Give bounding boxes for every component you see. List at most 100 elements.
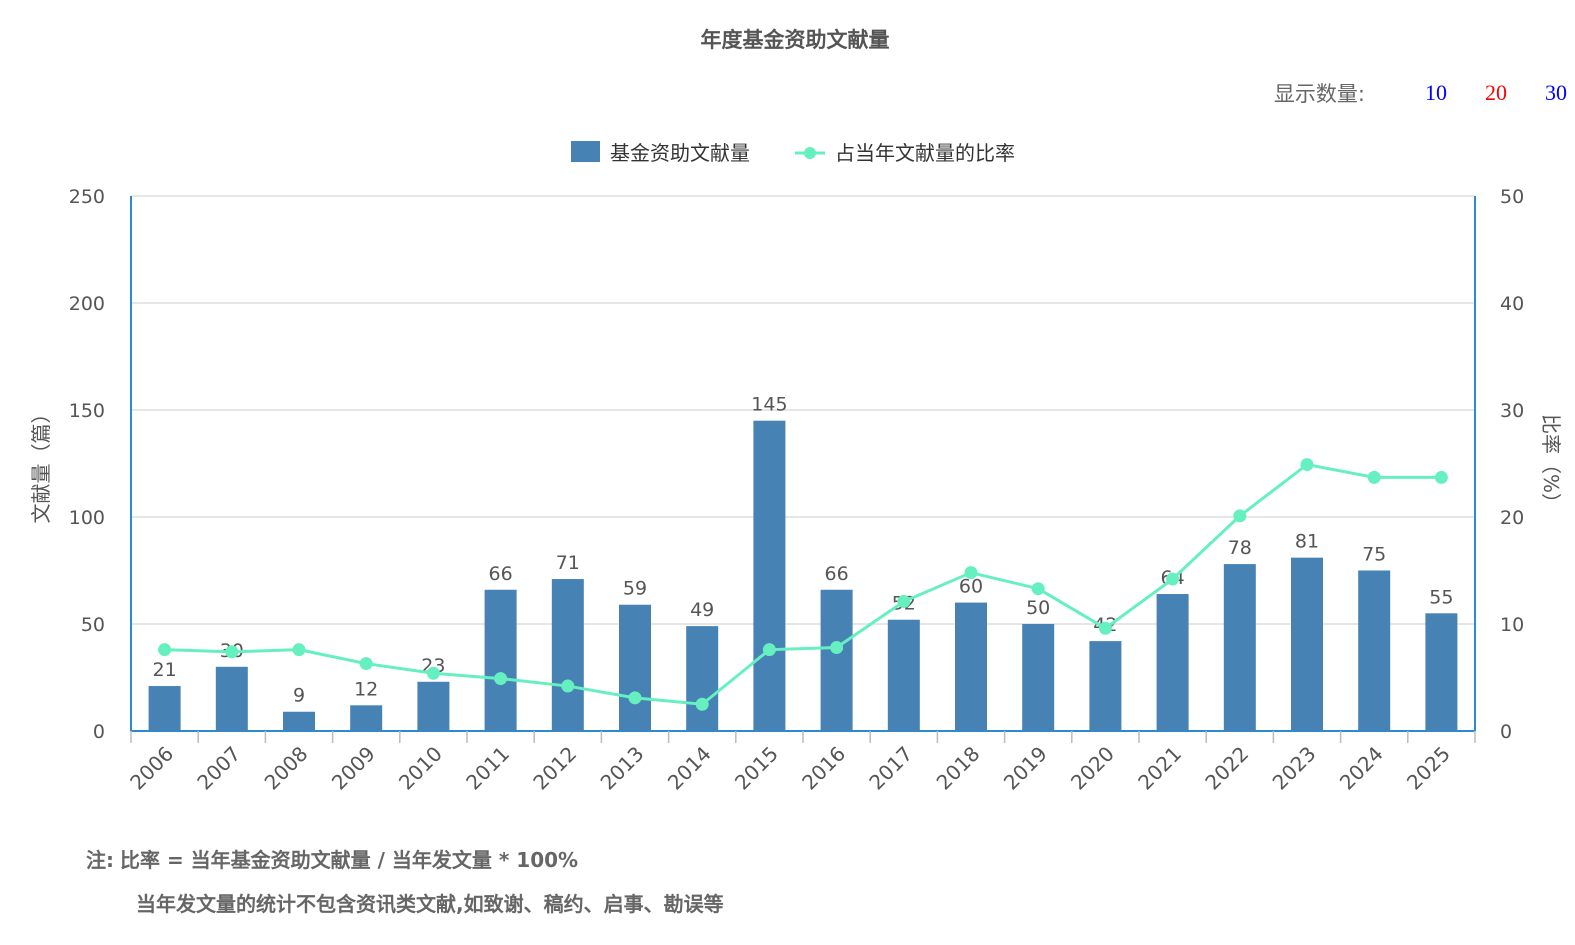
bar-value-label: 55 (1429, 586, 1453, 608)
x-tick-label: 2015 (730, 742, 783, 795)
bar-series (148, 420, 1458, 731)
ratio-point (561, 679, 575, 693)
chart-title: 年度基金资助文献量 (700, 28, 890, 52)
ratio-point (225, 645, 239, 659)
y-tick-right-label: 50 (1500, 186, 1524, 208)
ratio-point (695, 697, 709, 711)
chart-canvas: 基金资助文献量 占当年文献量的比率 2130912236671594914566… (29, 141, 1563, 795)
display-count-option-30[interactable]: 30 (1545, 80, 1567, 105)
ratio-point (1031, 582, 1045, 596)
bar-value-label: 21 (153, 659, 177, 681)
x-tick-label: 2013 (596, 742, 649, 795)
y-tick-left-label: 50 (81, 614, 105, 636)
bar (283, 711, 315, 731)
bar-value-label: 66 (489, 563, 513, 585)
legend-line-marker (804, 147, 816, 159)
x-tick-label: 2022 (1200, 742, 1253, 795)
bar-value-label: 145 (751, 394, 787, 416)
legend-bar-swatch[interactable] (571, 141, 600, 162)
bar-value-label: 81 (1295, 531, 1319, 553)
x-tick-label: 2021 (1133, 742, 1186, 795)
x-tick-label: 2024 (1335, 742, 1388, 795)
footnote: 注: 比率 = 当年基金资助文献量 / 当年发文量 * 100% 当年发文量的统计… (86, 838, 724, 926)
ratio-point (426, 666, 440, 680)
x-tick-label: 2018 (932, 742, 985, 795)
bar-value-label: 66 (825, 563, 849, 585)
bar (1156, 594, 1189, 731)
ratio-point (830, 641, 844, 655)
footnote-formula: 比率 = 当年基金资助文献量 / 当年发文量 * 100% (120, 848, 579, 872)
ratio-point (1166, 572, 1180, 586)
ratio-point (762, 643, 776, 657)
legend: 基金资助文献量 占当年文献量的比率 (571, 141, 1015, 165)
bar (1425, 613, 1458, 731)
bar (1291, 557, 1323, 731)
y-tick-right-label: 30 (1500, 400, 1524, 422)
bar-value-label: 50 (1026, 597, 1050, 619)
ratio-point (1233, 509, 1247, 523)
display-count-option-20[interactable]: 20 (1485, 80, 1507, 105)
ratio-point (628, 691, 642, 705)
x-tick-label: 2009 (327, 742, 380, 795)
x-tick-label: 2007 (192, 742, 245, 795)
bar (1022, 624, 1055, 731)
bar-value-label: 71 (556, 552, 580, 574)
ratio-point (1098, 621, 1112, 635)
bar (1223, 564, 1256, 731)
y-tick-left-label: 100 (69, 507, 105, 529)
bar-value-label: 78 (1228, 537, 1252, 559)
y-tick-right-label: 40 (1500, 293, 1524, 315)
x-tick-label: 2010 (394, 742, 447, 795)
x-tick-label: 2012 (528, 742, 581, 795)
legend-line-label[interactable]: 占当年文献量的比率 (835, 141, 1015, 165)
y-tick-right-label: 20 (1500, 507, 1524, 529)
ratio-point (158, 643, 172, 657)
axes (130, 196, 1476, 743)
ratio-point (292, 643, 306, 657)
x-tick-label: 2025 (1402, 742, 1455, 795)
y-axis-right-label: 比率（%） (1539, 414, 1563, 513)
bar-value-label: 59 (623, 578, 647, 600)
ratio-point (1367, 470, 1381, 484)
ratio-point (1300, 458, 1314, 472)
x-tick-label: 2006 (125, 742, 178, 795)
bar (820, 589, 853, 731)
ratio-line (164, 462, 1442, 706)
display-count-option-10[interactable]: 10 (1425, 80, 1447, 105)
bar (484, 589, 517, 731)
footnote-line-2: 当年发文量的统计不包含资讯类文献,如致谢、稿约、启事、勘误等 (136, 892, 724, 916)
bar (955, 602, 987, 731)
bar-value-label: 12 (354, 678, 378, 700)
bar (215, 666, 248, 731)
ratio-point (897, 595, 911, 609)
display-count-selector: 显示数量: 10 20 30 (1274, 78, 1567, 108)
bar (148, 686, 181, 731)
bar-value-label: 9 (293, 685, 305, 707)
x-tick-label: 2008 (260, 742, 313, 795)
bar-value-label: 60 (959, 576, 983, 598)
y-tick-left-label: 250 (69, 186, 105, 208)
y-axis-left-label: 文献量（篇） (29, 404, 53, 524)
bar-value-label: 49 (690, 599, 714, 621)
bar (350, 705, 383, 731)
ratio-point (1434, 470, 1448, 484)
x-tick-label: 2019 (999, 742, 1052, 795)
grid-lines (131, 195, 1475, 625)
bar (619, 604, 651, 731)
ratio-line-series (158, 458, 1448, 711)
x-tick-label: 2023 (1268, 742, 1321, 795)
legend-bar-label[interactable]: 基金资助文献量 (610, 141, 750, 165)
bar (1089, 641, 1122, 731)
y-tick-left-label: 150 (69, 400, 105, 422)
ratio-point (964, 566, 978, 580)
x-tick-label: 2014 (663, 742, 716, 795)
display-count-label: 显示数量: (1273, 82, 1365, 106)
bar (1358, 570, 1391, 731)
bar (753, 420, 786, 731)
bar (686, 626, 719, 731)
footnote-line-1: 注: 比率 = 当年基金资助文献量 / 当年发文量 * 100% (86, 838, 724, 882)
bar (551, 579, 584, 731)
y-tick-left-label: 0 (93, 721, 105, 743)
ratio-point (494, 672, 508, 686)
bar (417, 681, 450, 731)
